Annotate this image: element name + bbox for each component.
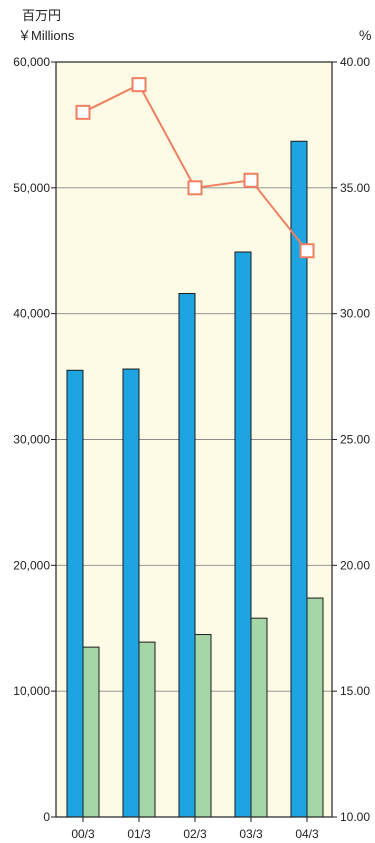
category-label: 00/3 — [71, 827, 95, 841]
bar-primary — [66, 369, 84, 818]
ratio-marker — [299, 243, 315, 259]
ratio-marker — [131, 77, 147, 93]
bar-primary — [178, 293, 196, 818]
bar-primary — [290, 140, 308, 818]
left-axis-ticks: 0 10,000 20,000 30,000 40,000 50,000 60,000 — [13, 55, 56, 824]
bar-secondary — [82, 646, 100, 818]
right-unit-label: % — [359, 27, 371, 43]
left-tick-label: 10,000 — [13, 684, 50, 698]
bar-secondary — [138, 641, 156, 818]
bar-secondary — [194, 634, 212, 818]
right-tick-label: 25.00 — [340, 433, 370, 447]
left-tick-label: 20,000 — [13, 558, 50, 572]
bar-primary — [234, 251, 252, 818]
left-unit-label-en: ￥Millions — [18, 28, 75, 43]
ratio-marker — [243, 172, 259, 188]
left-tick-label: 30,000 — [13, 433, 50, 447]
category-label: 01/3 — [127, 827, 151, 841]
ratio-marker — [75, 104, 91, 120]
right-axis-ticks: 10.00 15.00 20.00 25.00 30.00 35.00 40.00 — [332, 55, 370, 824]
ratio-line — [75, 77, 315, 259]
bar-secondary — [250, 617, 268, 818]
left-tick-label: 0 — [43, 810, 50, 824]
right-tick-label: 40.00 — [340, 55, 370, 69]
bar-secondary — [306, 597, 324, 818]
left-tick-label: 40,000 — [13, 307, 50, 321]
right-tick-label: 10.00 — [340, 810, 370, 824]
bar-primary — [122, 368, 140, 818]
category-label: 02/3 — [183, 827, 207, 841]
ratio-marker — [187, 180, 203, 196]
right-tick-label: 35.00 — [340, 181, 370, 195]
right-tick-label: 15.00 — [340, 684, 370, 698]
right-tick-label: 30.00 — [340, 307, 370, 321]
category-label: 03/3 — [239, 827, 263, 841]
category-label: 04/3 — [295, 827, 319, 841]
left-tick-label: 60,000 — [13, 55, 50, 69]
left-tick-label: 50,000 — [13, 181, 50, 195]
right-tick-label: 20.00 — [340, 558, 370, 572]
left-unit-label-jp: 百万円 — [22, 8, 61, 23]
category-labels: 00/3 01/3 02/3 03/3 04/3 — [71, 817, 319, 841]
